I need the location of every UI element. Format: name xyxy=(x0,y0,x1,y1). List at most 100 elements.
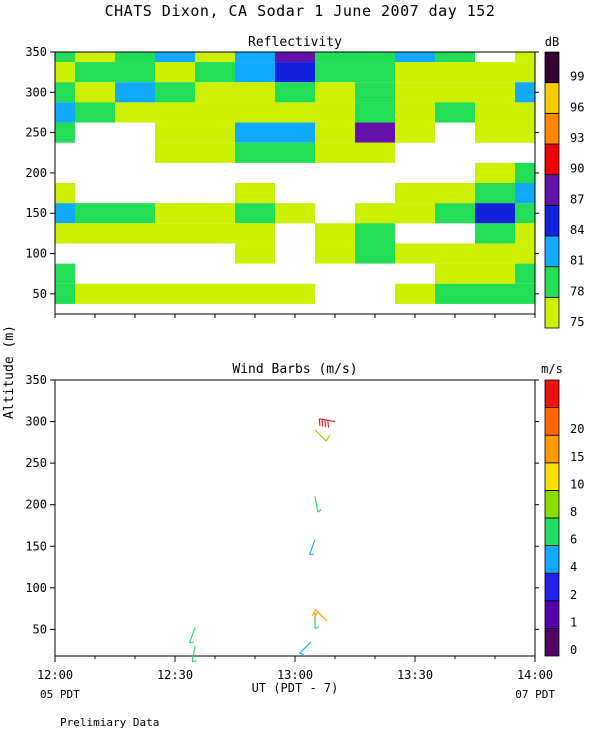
reflectivity-cell xyxy=(235,203,275,224)
reflectivity-colorbar-label: 90 xyxy=(570,162,584,176)
wind-barb xyxy=(308,539,316,556)
reflectivity-cell xyxy=(275,283,315,304)
reflectivity-cell xyxy=(475,223,515,244)
wind-barbs xyxy=(188,418,336,663)
wind-colorbar-label: 6 xyxy=(570,533,577,547)
reflectivity-cell xyxy=(435,283,475,304)
reflectivity-cell xyxy=(435,183,475,204)
reflectivity-cell xyxy=(315,142,355,163)
reflectivity-cell xyxy=(435,102,475,123)
wind-colorbar-swatch xyxy=(544,462,560,491)
wind-barb-flag xyxy=(299,652,305,656)
wind-barb-flag xyxy=(313,611,319,619)
reflectivity-colorbar-swatch xyxy=(544,174,560,206)
wind-colorbar-label: 8 xyxy=(570,505,577,519)
wind-barb-flag xyxy=(324,419,327,428)
reflectivity-cell xyxy=(315,122,355,143)
y-tick-label: 350 xyxy=(25,45,47,59)
reflectivity-cell xyxy=(515,82,535,103)
reflectivity-cell xyxy=(155,62,195,83)
wind-colorbar-label: 0 xyxy=(570,643,577,657)
wind-barb xyxy=(188,627,196,644)
wind-barb-staff xyxy=(191,645,196,662)
wind-barb-flag xyxy=(314,626,320,630)
wind-barb xyxy=(311,609,328,622)
reflectivity-cell xyxy=(355,203,395,224)
reflectivity-cell xyxy=(195,122,235,143)
reflectivity-cell xyxy=(355,223,395,244)
reflectivity-cell xyxy=(155,52,195,63)
reflectivity-cell xyxy=(435,243,475,264)
reflectivity-colorbar-label: 81 xyxy=(570,254,584,268)
reflectivity-cell xyxy=(115,283,155,304)
wind-colorbar-unit: m/s xyxy=(541,362,563,376)
reflectivity-cell xyxy=(475,162,515,183)
reflectivity-cell xyxy=(115,102,155,123)
reflectivity-cell xyxy=(235,223,275,244)
wind-barb xyxy=(318,418,336,428)
wind-colorbar-swatch xyxy=(544,628,560,657)
y-tick-label: 200 xyxy=(25,166,47,180)
reflectivity-cell xyxy=(355,52,395,63)
reflectivity-cell xyxy=(195,223,235,244)
x-tick-label: 12:30 xyxy=(157,668,193,682)
reflectivity-cell xyxy=(435,203,475,224)
wind-barb-flag xyxy=(321,419,324,427)
reflectivity-cell xyxy=(235,62,275,83)
reflectivity-cell xyxy=(155,122,195,143)
reflectivity-cell xyxy=(395,122,435,143)
y-tick-label: 150 xyxy=(25,539,47,553)
reflectivity-cell xyxy=(475,122,515,143)
wind-barb xyxy=(191,645,197,663)
reflectivity-cell xyxy=(315,102,355,123)
x-tick-label: 12:00 xyxy=(37,668,73,682)
reflectivity-cell xyxy=(355,82,395,103)
reflectivity-colorbar-swatch xyxy=(544,266,560,298)
reflectivity-colorbar-label: 93 xyxy=(570,131,584,145)
reflectivity-cell xyxy=(55,183,75,204)
wind-frame xyxy=(54,379,536,657)
y-axis-label: Altitude (m) xyxy=(2,325,17,419)
reflectivity-cell xyxy=(55,203,75,224)
reflectivity-cell xyxy=(355,142,395,163)
reflectivity-colorbar-label: 99 xyxy=(570,70,584,84)
reflectivity-cell xyxy=(395,243,435,264)
reflectivity-cell xyxy=(275,203,315,224)
reflectivity-cell xyxy=(235,102,275,123)
reflectivity-cell xyxy=(195,142,235,163)
reflectivity-colorbar-label: 96 xyxy=(570,100,584,114)
wind-barb-flag xyxy=(311,609,317,617)
y-tick-label: 200 xyxy=(25,498,47,512)
reflectivity-cell xyxy=(115,203,155,224)
wind-colorbar-swatch xyxy=(544,545,560,574)
reflectivity-cell xyxy=(55,122,75,143)
reflectivity-cell xyxy=(395,183,435,204)
y-tick-label: 100 xyxy=(25,247,47,261)
wind-barb-staff xyxy=(308,539,316,555)
reflectivity-cell xyxy=(115,62,155,83)
wind-barb xyxy=(314,496,322,513)
reflectivity-cell xyxy=(235,283,275,304)
reflectivity-cell xyxy=(235,243,275,264)
reflectivity-cell xyxy=(475,62,515,83)
wind-colorbar-swatch xyxy=(544,379,560,409)
reflectivity-cell xyxy=(355,243,395,264)
reflectivity-cell xyxy=(315,82,355,103)
reflectivity-cell xyxy=(315,62,355,83)
reflectivity-cell xyxy=(55,82,75,103)
reflectivity-cell xyxy=(395,283,435,304)
reflectivity-cell xyxy=(435,82,475,103)
reflectivity-cell xyxy=(515,122,535,143)
reflectivity-cell xyxy=(75,283,115,304)
y-tick-label: 350 xyxy=(25,373,47,387)
reflectivity-cell xyxy=(235,52,275,63)
reflectivity-cell xyxy=(195,52,235,63)
wind-colorbar-label: 2 xyxy=(570,588,577,602)
reflectivity-cell xyxy=(275,52,315,63)
y-tick-label: 250 xyxy=(25,126,47,140)
reflectivity-colorbar-unit: dB xyxy=(545,35,559,49)
wind-barb-flag xyxy=(192,659,197,663)
reflectivity-cell xyxy=(515,102,535,123)
x-tick-label: 13:30 xyxy=(397,668,433,682)
